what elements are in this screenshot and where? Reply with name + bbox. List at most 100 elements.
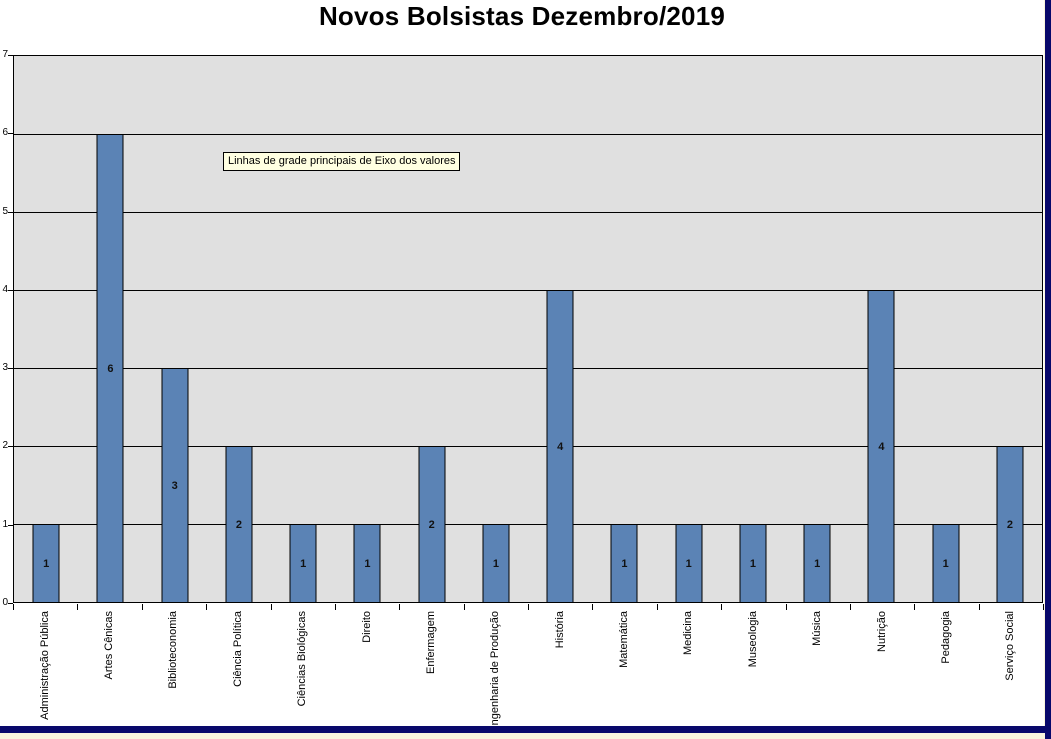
bar-data-label: 1	[43, 557, 50, 570]
plot-area[interactable]: 1 6 3 2 1 1 2 1 4 1 1 1 1 4 1 2	[13, 55, 1043, 603]
bar-artes-cênicas[interactable]: 6	[96, 134, 124, 602]
x-axis-label: Ciência Política	[231, 611, 244, 687]
bar-data-label: 1	[685, 557, 692, 570]
bar-enfermagem[interactable]: 2	[418, 446, 446, 602]
x-tick-mark	[592, 604, 594, 610]
category-slot: 1	[14, 56, 78, 602]
bar-pedagogia[interactable]: 1	[932, 524, 960, 602]
bar-data-label: 4	[878, 440, 885, 453]
x-axis-label-cell: Ciência Política	[206, 611, 270, 725]
x-axis-label: Engenharia de Produção	[489, 611, 502, 725]
x-tick-mark	[721, 604, 723, 610]
bar-matemática[interactable]: 1	[610, 524, 638, 602]
x-axis-label-cell: Matemática	[592, 611, 656, 725]
x-axis-label: Ciências Biológicas	[296, 611, 309, 707]
y-tick-label: 2	[2, 440, 8, 452]
bar-data-label: 4	[557, 440, 564, 453]
major-gridline[interactable]	[14, 290, 1042, 291]
x-axis-labels[interactable]: Administração Pública Artes Cênicas Biblio…	[13, 611, 1043, 725]
bar-data-label: 1	[814, 557, 821, 570]
bar-administração-pública[interactable]: 1	[32, 524, 60, 602]
x-axis-label-cell: Música	[786, 611, 850, 725]
category-slot: 4	[849, 56, 913, 602]
bar-nutrição[interactable]: 4	[867, 290, 895, 602]
bar-data-label: 1	[749, 557, 756, 570]
bar-ciência-política[interactable]: 2	[225, 446, 253, 602]
major-gridline[interactable]	[14, 446, 1042, 447]
bar-música[interactable]: 1	[803, 524, 831, 602]
bar-data-label: 1	[300, 557, 307, 570]
bar-data-label: 1	[621, 557, 628, 570]
bar-data-label: 6	[107, 362, 114, 375]
chart-title[interactable]: Novos Bolsistas Dezembro/2019	[318, 1, 726, 31]
y-tick-label: 4	[2, 283, 8, 295]
y-tick-mark	[8, 524, 13, 526]
major-gridline[interactable]	[14, 524, 1042, 525]
x-axis-label: Matemática	[618, 611, 631, 668]
x-tick-mark	[206, 604, 208, 610]
window-border-bottom	[0, 726, 1046, 733]
x-axis-label-cell: Pedagogia	[914, 611, 978, 725]
category-slot: 1	[721, 56, 785, 602]
category-slot: 1	[914, 56, 978, 602]
x-axis-label-cell: Administração Pública	[13, 611, 77, 725]
y-tick-label: 0	[2, 597, 8, 608]
x-axis-label: Música	[811, 611, 824, 646]
x-axis-label-cell: História	[528, 611, 592, 725]
y-tick-mark	[8, 368, 13, 370]
bar-ciências-biológicas[interactable]: 1	[289, 524, 317, 602]
bar-medicina[interactable]: 1	[675, 524, 703, 602]
y-tick-label: 7	[2, 49, 8, 60]
category-slot: 2	[978, 56, 1042, 602]
x-tick-mark	[77, 604, 79, 610]
x-axis-label: Biblioteconomia	[167, 611, 180, 689]
x-tick-mark	[334, 604, 336, 610]
x-axis-label-cell: Medicina	[657, 611, 721, 725]
bar-engenharia-de-produção[interactable]: 1	[482, 524, 510, 602]
x-tick-mark	[1043, 604, 1044, 610]
major-gridline[interactable]	[14, 368, 1042, 369]
category-slot: 1	[335, 56, 399, 602]
x-axis-label-cell: Ciências Biológicas	[271, 611, 335, 725]
bar-biblioteconomia[interactable]: 3	[161, 368, 189, 602]
major-gridline[interactable]	[14, 134, 1042, 135]
category-slot: 1	[271, 56, 335, 602]
x-axis-label: Direito	[360, 611, 373, 643]
window-border-right	[1045, 0, 1051, 739]
x-tick-mark	[849, 604, 851, 610]
x-tick-mark	[528, 604, 529, 610]
x-axis-label: Medicina	[682, 611, 695, 656]
bar-serviço-social[interactable]: 2	[996, 446, 1024, 602]
x-tick-mark	[13, 604, 14, 610]
x-axis-label: História	[553, 611, 566, 649]
major-gridline[interactable]	[14, 212, 1042, 213]
x-axis-label-cell: Serviço Social	[979, 611, 1043, 725]
bar-história[interactable]: 4	[546, 290, 574, 602]
y-tick-mark	[8, 133, 13, 135]
y-tick-mark	[8, 55, 13, 56]
bar-museologia[interactable]: 1	[739, 524, 767, 602]
y-tick-mark	[8, 603, 13, 604]
x-tick-mark	[141, 604, 143, 610]
y-tick-label: 6	[2, 127, 8, 139]
x-tick-mark	[978, 604, 980, 610]
category-slot: 1	[785, 56, 849, 602]
x-axis-label: Administração Pública	[38, 611, 51, 720]
bar-data-label: 1	[492, 557, 499, 570]
x-axis-label-cell: Enfermagem	[399, 611, 463, 725]
x-tick-mark	[914, 604, 916, 610]
y-tick-label: 1	[2, 518, 8, 530]
x-axis-label: Serviço Social	[1004, 611, 1017, 681]
x-tick-mark	[270, 604, 272, 610]
y-tick-label: 3	[2, 362, 8, 374]
x-axis-label-cell: Artes Cênicas	[77, 611, 141, 725]
category-slot: 4	[528, 56, 592, 602]
x-axis-label: Enfermagem	[424, 611, 437, 674]
x-axis-label: Museologia	[746, 611, 759, 668]
category-slot: 1	[464, 56, 528, 602]
bar-direito[interactable]: 1	[353, 524, 381, 602]
bar-data-label: 3	[171, 479, 178, 492]
x-axis-label: Nutrição	[875, 611, 888, 652]
